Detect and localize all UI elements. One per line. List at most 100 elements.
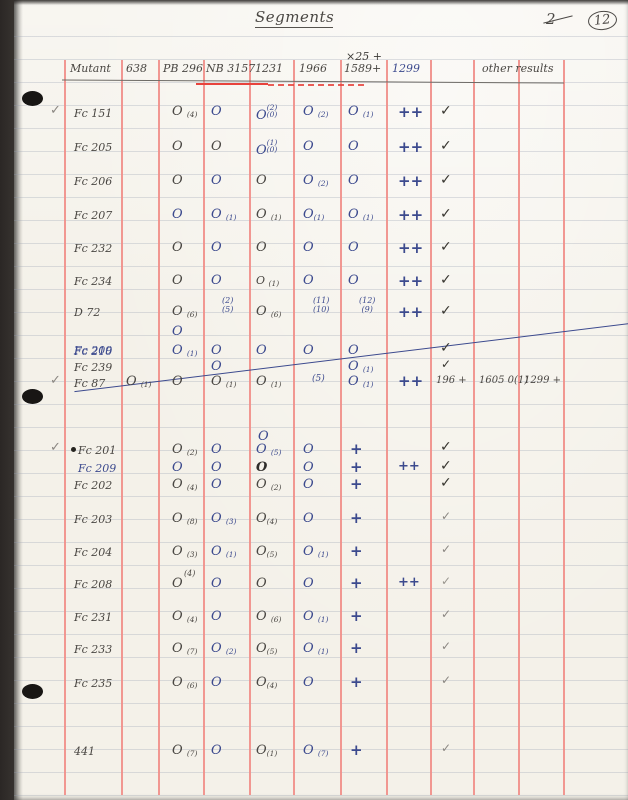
- column-rule: [203, 60, 205, 795]
- row-label: Fc 232: [74, 242, 113, 255]
- cell-1589: O (1): [348, 104, 374, 119]
- column-rule: [563, 60, 565, 795]
- row-label: 441: [74, 745, 95, 758]
- cell-nb3157: O: [211, 343, 222, 358]
- cell-1231: O(4): [256, 511, 278, 526]
- row-mark: ✓: [50, 440, 61, 455]
- cell-nb3157: O: [211, 273, 222, 288]
- binder-hole-top: [22, 91, 43, 106]
- row-label: Fc 239: [74, 361, 113, 374]
- cell-1966: (5): [312, 374, 325, 384]
- column-rule: [158, 60, 160, 795]
- row-label: Fc 87: [74, 377, 106, 390]
- cell-pb296: O: [172, 207, 183, 222]
- column-rule: [430, 60, 432, 795]
- cell-1589: +: [350, 574, 363, 592]
- cell-check: ✓: [440, 272, 452, 288]
- cell-nb3157: O: [211, 359, 222, 374]
- header-638: 638: [126, 62, 147, 75]
- cell-1966: O (1): [303, 544, 329, 559]
- cell-1299: ++: [398, 272, 424, 290]
- row-label: Fc 234: [74, 275, 113, 288]
- binder-hole-bottom: [22, 684, 43, 699]
- cell-check: ✓: [441, 357, 452, 371]
- header-pb296: PB 296: [163, 62, 203, 75]
- header-mutant: Mutant: [70, 62, 111, 75]
- cell-nb3157: O: [211, 675, 222, 690]
- cell-check: ✓: [440, 340, 452, 356]
- cell-check: ✓: [441, 509, 452, 523]
- cell-other-2: 1605 0(1): [479, 375, 529, 386]
- row-label: Fc 206: [74, 175, 113, 188]
- cell-1589: O (1): [348, 207, 374, 222]
- cell-1589: O: [348, 273, 359, 288]
- row-label: Fc 203: [74, 513, 113, 526]
- cell-1589: O (1): [348, 359, 374, 374]
- cell-1589: +: [350, 440, 363, 458]
- cell-check: ✓: [440, 206, 452, 222]
- cell-pb296: O (1): [172, 343, 198, 358]
- cell-nb3157: O: [211, 173, 222, 188]
- header-1299: 1299: [392, 62, 420, 75]
- cell-1299: ++: [398, 575, 420, 590]
- cell-1966: O (7): [303, 743, 329, 758]
- row-label: D 72: [74, 306, 101, 319]
- cell-check: ✓: [440, 239, 452, 255]
- row-label: Fc 151: [74, 107, 113, 120]
- cell-check: ✓: [440, 475, 452, 491]
- cell-1231: O(1): [256, 743, 278, 758]
- cell-1299: ++: [398, 138, 424, 156]
- row-label: Fc 231: [74, 611, 113, 624]
- row-mark: ✓: [50, 103, 61, 118]
- cell-pb296: O (4): [172, 104, 198, 119]
- cell-1231: O (1): [256, 274, 280, 288]
- header-1966: 1966: [299, 62, 327, 75]
- cell-1589: +: [350, 509, 363, 527]
- cell-nb3157: O: [211, 104, 222, 119]
- cell-check: ✓: [441, 607, 452, 621]
- header-red-dashed-underline: [268, 84, 364, 86]
- cell-1231: O: [256, 460, 268, 475]
- cell-pb296: O: [172, 273, 183, 288]
- cell-1966: O (1): [303, 641, 329, 656]
- row-label: Fc 207: [74, 209, 113, 222]
- cell-pb296: O: [172, 374, 183, 389]
- header-red-underline: [196, 83, 268, 86]
- cell-1966: O: [303, 675, 314, 690]
- row-label: Fc 204: [74, 546, 113, 559]
- cell-check: ✓: [440, 172, 452, 188]
- cell-nb3157: O (2): [211, 641, 237, 656]
- cell-1589: O (1): [348, 374, 374, 389]
- row-bullet-dot: [71, 447, 76, 452]
- paper-sheet: [14, 0, 628, 800]
- cell-1966: O: [303, 273, 314, 288]
- cell-1966: O(1): [303, 207, 325, 222]
- row-mark: ✓: [50, 373, 61, 388]
- page-number-circled: 12: [587, 9, 618, 32]
- cell-1231: O (5): [256, 442, 282, 457]
- cell-pb296: O (7): [172, 743, 198, 758]
- cell-1589-pair: (12) (9): [359, 296, 376, 314]
- cell-1966: O: [303, 343, 314, 358]
- cell-check: ✓: [441, 673, 452, 687]
- row-label: Fc 208: [74, 578, 113, 591]
- cell-pb296: O (6): [172, 675, 198, 690]
- row-label: Fc 205: [74, 141, 113, 154]
- column-rule: [249, 60, 251, 795]
- column-rule: [64, 60, 66, 795]
- cell-1231: O (1): [256, 207, 282, 222]
- cell-pb296: O (7): [172, 641, 198, 656]
- header-1589-note: ×25 +: [346, 50, 382, 63]
- cell-1231: O (6): [256, 609, 282, 624]
- cell-check: ✓: [441, 542, 452, 556]
- cell-nb3157: O (3): [211, 511, 237, 526]
- row-label: Fc 201: [78, 444, 117, 457]
- cell-check: ✓: [441, 574, 452, 588]
- cell-pb296: O (8): [172, 511, 198, 526]
- cell-1231: O (1): [256, 374, 282, 389]
- cell-check: ✓: [440, 138, 452, 154]
- corner-struck-mark: 2: [546, 10, 628, 28]
- cell-1589: +: [350, 542, 363, 560]
- row-label: Fc 209: [78, 462, 117, 475]
- header-1589: 1589+: [344, 62, 382, 75]
